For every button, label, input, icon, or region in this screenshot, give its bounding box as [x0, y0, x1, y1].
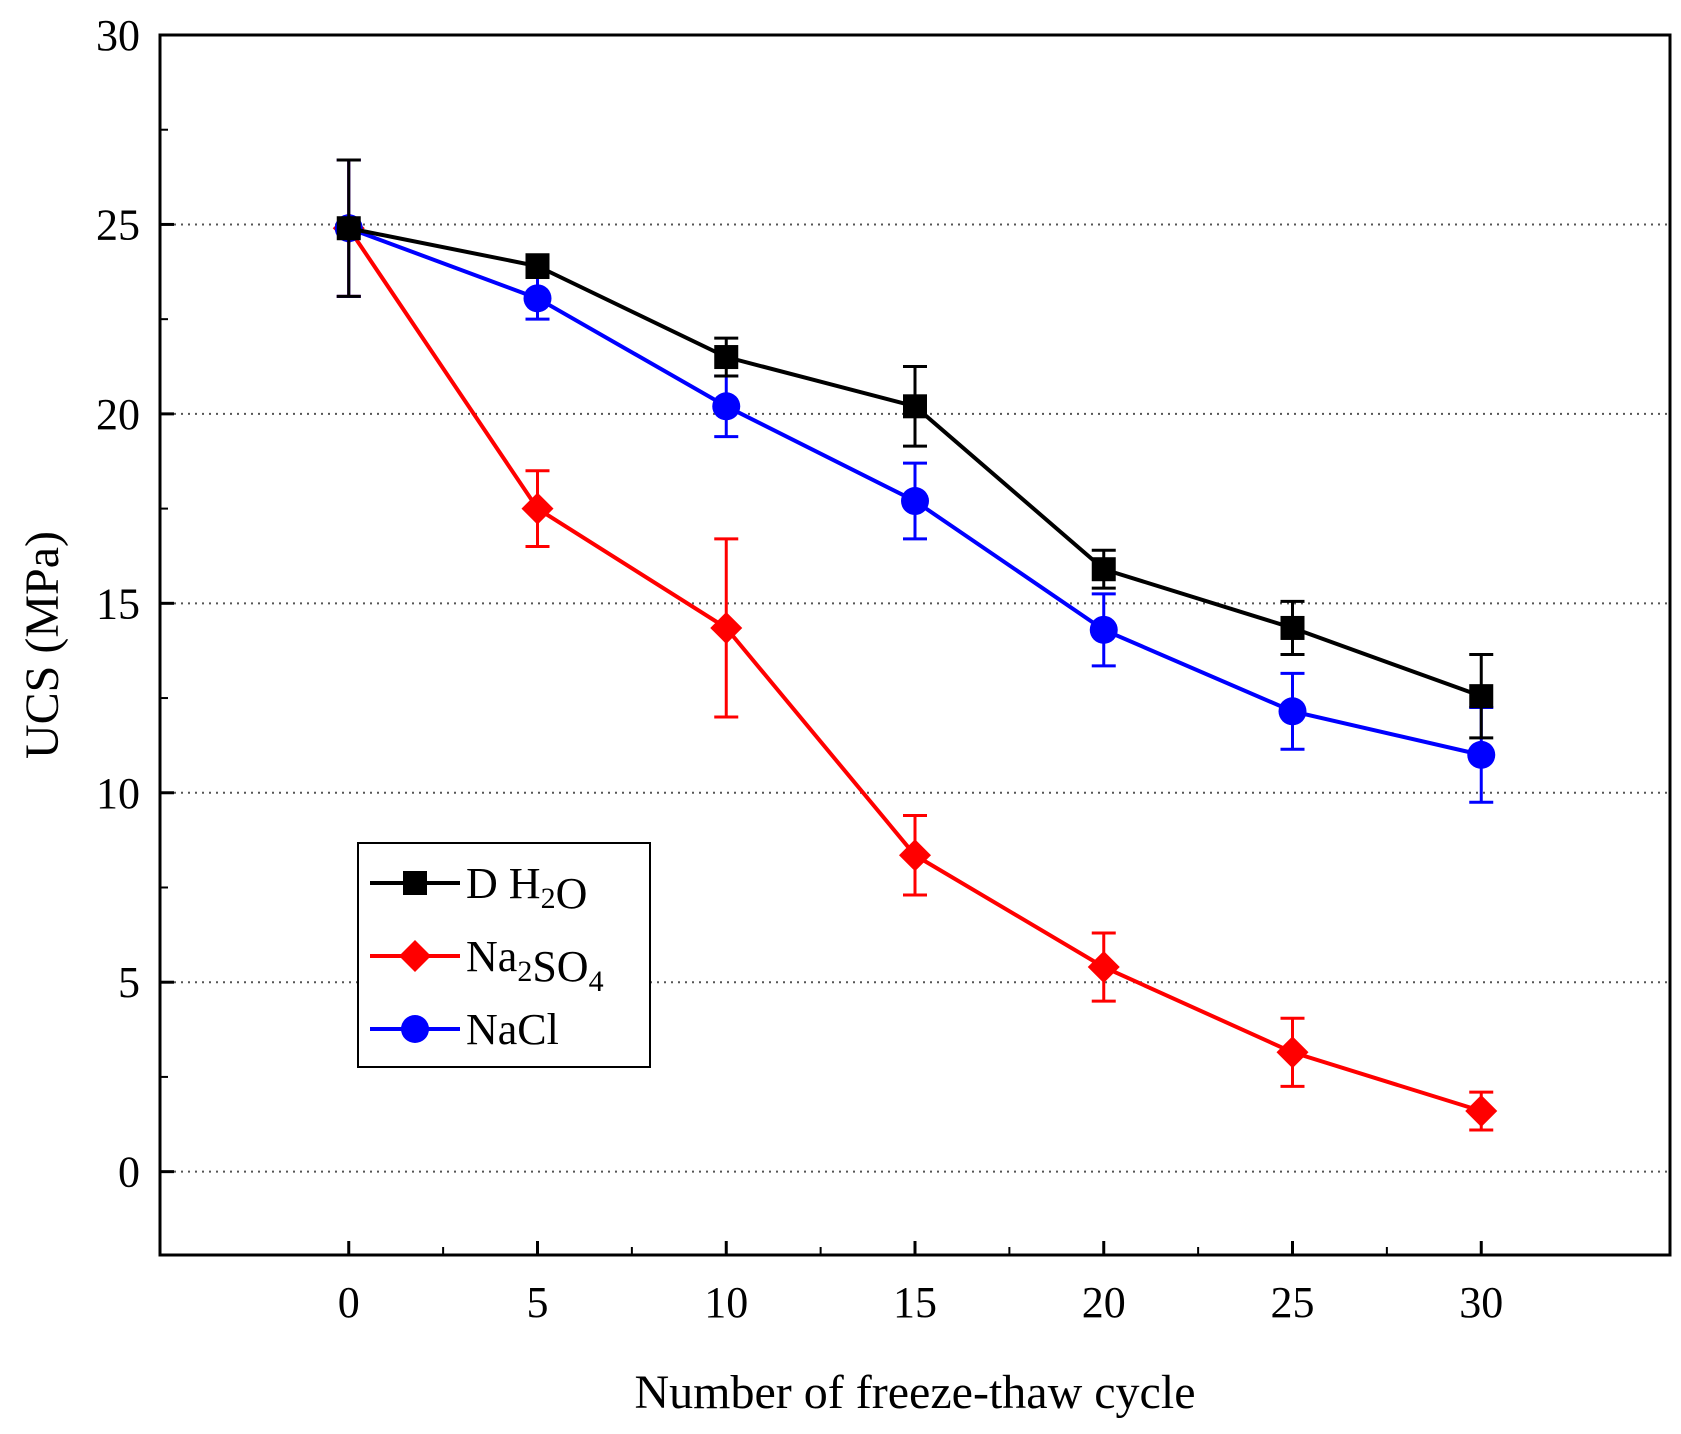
x-tick-label-0: 0 [338, 1278, 360, 1327]
data-point [1465, 1095, 1498, 1128]
data-point [714, 345, 739, 370]
legend-text: D H [466, 859, 541, 908]
data-point [1278, 697, 1307, 726]
data-point [899, 839, 931, 872]
data-point [710, 611, 743, 644]
y-tick-label-30: 30 [96, 11, 140, 60]
legend-subscript: 2 [517, 955, 532, 988]
data-point [336, 216, 361, 241]
y-tick-label-15: 15 [96, 579, 140, 628]
x-tick-label-30: 30 [1459, 1278, 1503, 1327]
legend-text: Na [466, 932, 517, 981]
series-circle [334, 158, 1496, 804]
legend-text: SO [532, 942, 588, 991]
y-tick-label-5: 5 [118, 958, 140, 1007]
series-square [336, 158, 1494, 740]
x-tick-label-15: 15 [893, 1278, 937, 1327]
data-point [1469, 684, 1494, 709]
y-tick-label-0: 0 [118, 1148, 140, 1197]
y-tick-label-25: 25 [96, 200, 140, 249]
legend-label: Na2SO4 [466, 932, 604, 998]
legend-marker [401, 1015, 429, 1043]
data-point [525, 254, 550, 279]
data-point [712, 392, 741, 421]
legend-text: O [556, 869, 588, 918]
y-tick-label-10: 10 [96, 769, 140, 818]
data-point [903, 394, 927, 419]
data-point [901, 487, 929, 516]
x-tick-label-25: 25 [1271, 1278, 1315, 1327]
data-point [1276, 1036, 1309, 1069]
data-point [523, 284, 552, 313]
data-point [1089, 615, 1118, 644]
axes: 0 5 10 15 20 25 30 0 5 10 15 20 25 30 [96, 11, 1503, 1327]
data-point [1280, 615, 1305, 640]
legend-item: D H2O [370, 859, 587, 918]
legend-item: NaCl [370, 1005, 559, 1054]
y-tick-label-20: 20 [96, 390, 140, 439]
series-layer [332, 158, 1498, 1132]
y-axis-title: UCS (MPa) [16, 531, 69, 759]
data-point [1467, 740, 1496, 769]
legend-subscript: 4 [589, 965, 604, 998]
data-point [1091, 557, 1116, 582]
legend-marker [403, 871, 427, 895]
legend-label: NaCl [466, 1005, 559, 1054]
data-point [521, 492, 554, 525]
legend-item: Na2SO4 [370, 932, 604, 998]
legend-label: D H2O [466, 859, 587, 918]
data-point [1087, 951, 1120, 984]
x-tick-label-20: 20 [1082, 1278, 1126, 1327]
legend-text: NaCl [466, 1005, 559, 1054]
plot-frame [158, 33, 1672, 1257]
legend-subscript: 2 [541, 882, 556, 915]
legend-marker [399, 940, 431, 972]
x-tick-label-5: 5 [527, 1278, 549, 1327]
x-tick-label-10: 10 [704, 1278, 748, 1327]
x-axis-title: Number of freeze-thaw cycle [635, 1366, 1196, 1419]
